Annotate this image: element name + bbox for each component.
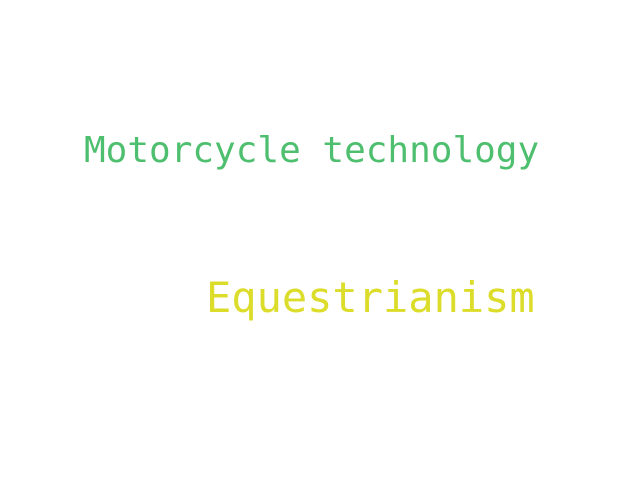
word-motorcycle-technology: Motorcycle technology bbox=[84, 130, 540, 171]
word-equestrianism: Equestrianism bbox=[206, 273, 535, 322]
